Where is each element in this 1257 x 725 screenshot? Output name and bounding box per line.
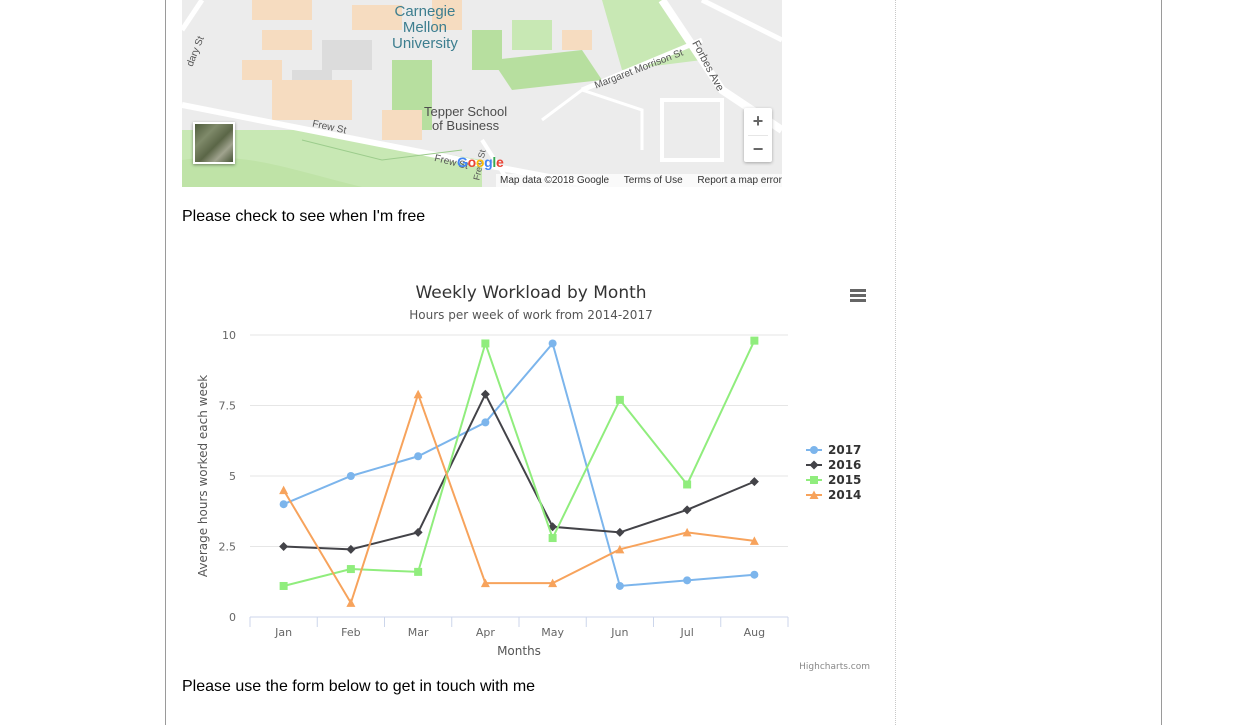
data-point-2016[interactable] — [346, 544, 356, 554]
data-point-2014[interactable] — [682, 527, 692, 537]
data-point-2015[interactable] — [548, 534, 557, 543]
legend-label[interactable]: 2015 — [828, 473, 861, 487]
data-point-2014[interactable] — [480, 578, 490, 588]
chart-credits[interactable]: Highcharts.com — [799, 662, 870, 672]
data-point-2017[interactable] — [683, 576, 692, 585]
y-tick-label: 7.5 — [219, 400, 237, 413]
chart-subtitle: Hours per week of work from 2014-2017 — [409, 308, 652, 322]
chart-menu-icon[interactable] — [850, 289, 866, 302]
data-point-2015[interactable] — [615, 395, 624, 404]
x-axis-title: Months — [497, 644, 541, 658]
map-zoom-control: + − — [744, 108, 772, 162]
data-point-2016[interactable] — [413, 527, 423, 537]
y-axis-title: Average hours worked each week — [196, 375, 210, 577]
google-map[interactable]: Carnegie Mellon University Tepper School… — [182, 0, 782, 187]
data-point-2017[interactable] — [615, 581, 624, 590]
zoom-in-button[interactable]: + — [752, 111, 764, 131]
data-point-2017[interactable] — [548, 339, 557, 348]
data-point-2014[interactable] — [413, 389, 423, 399]
data-point-2017[interactable] — [481, 418, 490, 427]
x-tick-label: Mar — [408, 626, 429, 639]
y-tick-label: 5 — [229, 470, 236, 483]
legend-label[interactable]: 2016 — [828, 458, 861, 472]
map-attribution: Map data ©2018 Google Terms of Use Repor… — [496, 174, 782, 187]
legend-item-2017[interactable]: 2017 — [806, 443, 861, 457]
data-point-2017[interactable] — [750, 570, 759, 579]
map-label-cmu: Carnegie Mellon University — [392, 3, 458, 52]
x-tick-label: Apr — [476, 626, 496, 639]
data-point-2015[interactable] — [481, 339, 490, 348]
x-tick-label: Jun — [610, 626, 628, 639]
data-point-2015[interactable] — [683, 480, 692, 489]
legend-marker-2014[interactable] — [809, 490, 819, 500]
legend-item-2015[interactable]: 2015 — [806, 473, 861, 487]
series-2017[interactable] — [279, 339, 759, 590]
x-tick-label: Aug — [744, 626, 765, 639]
legend-marker-2017[interactable] — [810, 446, 818, 454]
chart-title: Weekly Workload by Month — [415, 283, 646, 303]
data-point-2014[interactable] — [548, 578, 558, 588]
data-point-2017[interactable] — [346, 472, 355, 480]
data-point-2017[interactable] — [414, 452, 423, 461]
page-frame-right — [1161, 0, 1162, 725]
column-divider — [895, 0, 896, 725]
legend-label[interactable]: 2014 — [828, 488, 861, 502]
report-map-error-link[interactable]: Report a map error — [697, 175, 782, 186]
contact-text: Please use the form below to get in touc… — [182, 678, 536, 695]
map-tiles — [182, 0, 782, 187]
x-tick-label: Feb — [341, 626, 360, 639]
map-label-tepper: Tepper School of Business — [424, 104, 508, 133]
data-point-2016[interactable] — [682, 505, 692, 515]
data-point-2015[interactable] — [279, 581, 288, 590]
zoom-out-button[interactable]: − — [752, 139, 764, 159]
data-point-2015[interactable] — [346, 565, 355, 574]
map-data-credit: Map data ©2018 Google — [500, 175, 610, 186]
y-tick-label: 0 — [229, 611, 236, 624]
data-point-2014[interactable] — [615, 544, 625, 554]
data-point-2017[interactable] — [279, 500, 288, 509]
data-point-2016[interactable] — [279, 542, 289, 551]
y-tick-label: 2.5 — [219, 541, 237, 554]
x-tick-label: Jul — [679, 626, 693, 639]
zoom-separator — [748, 135, 768, 136]
availability-text: Please check to see when I'm free — [182, 208, 426, 225]
series-line-2016[interactable] — [283, 391, 755, 551]
x-tick-label: Jan — [274, 626, 292, 639]
data-point-2015[interactable] — [414, 567, 423, 576]
data-point-2014[interactable] — [346, 598, 356, 607]
google-logo[interactable]: Google — [457, 154, 504, 170]
legend-marker-2015[interactable] — [810, 476, 818, 484]
series-line-2014[interactable] — [282, 391, 755, 606]
workload-chart-svg: Weekly Workload by Month Hours per week … — [196, 283, 870, 672]
data-point-2016[interactable] — [749, 477, 759, 487]
series-line-2017[interactable] — [283, 341, 755, 588]
data-point-2014[interactable] — [749, 536, 759, 545]
data-point-2015[interactable] — [750, 336, 759, 345]
series-2016[interactable] — [279, 389, 759, 554]
y-tick-label: 10 — [222, 329, 236, 342]
data-point-2016[interactable] — [480, 389, 490, 399]
legend-marker-2016[interactable] — [809, 460, 819, 470]
data-point-2014[interactable] — [279, 485, 289, 495]
legend-label[interactable]: 2017 — [828, 443, 861, 457]
legend-item-2014[interactable]: 2014 — [806, 488, 861, 502]
workload-chart: Weekly Workload by Month Hours per week … — [182, 268, 882, 678]
terms-of-use-link[interactable]: Terms of Use — [623, 175, 683, 186]
series-2014[interactable] — [279, 389, 759, 607]
legend-item-2016[interactable]: 2016 — [806, 458, 861, 472]
satellite-toggle-thumbnail[interactable] — [193, 122, 235, 164]
data-point-2016[interactable] — [615, 527, 625, 537]
x-tick-label: May — [541, 626, 564, 639]
page-frame-left — [165, 0, 166, 725]
